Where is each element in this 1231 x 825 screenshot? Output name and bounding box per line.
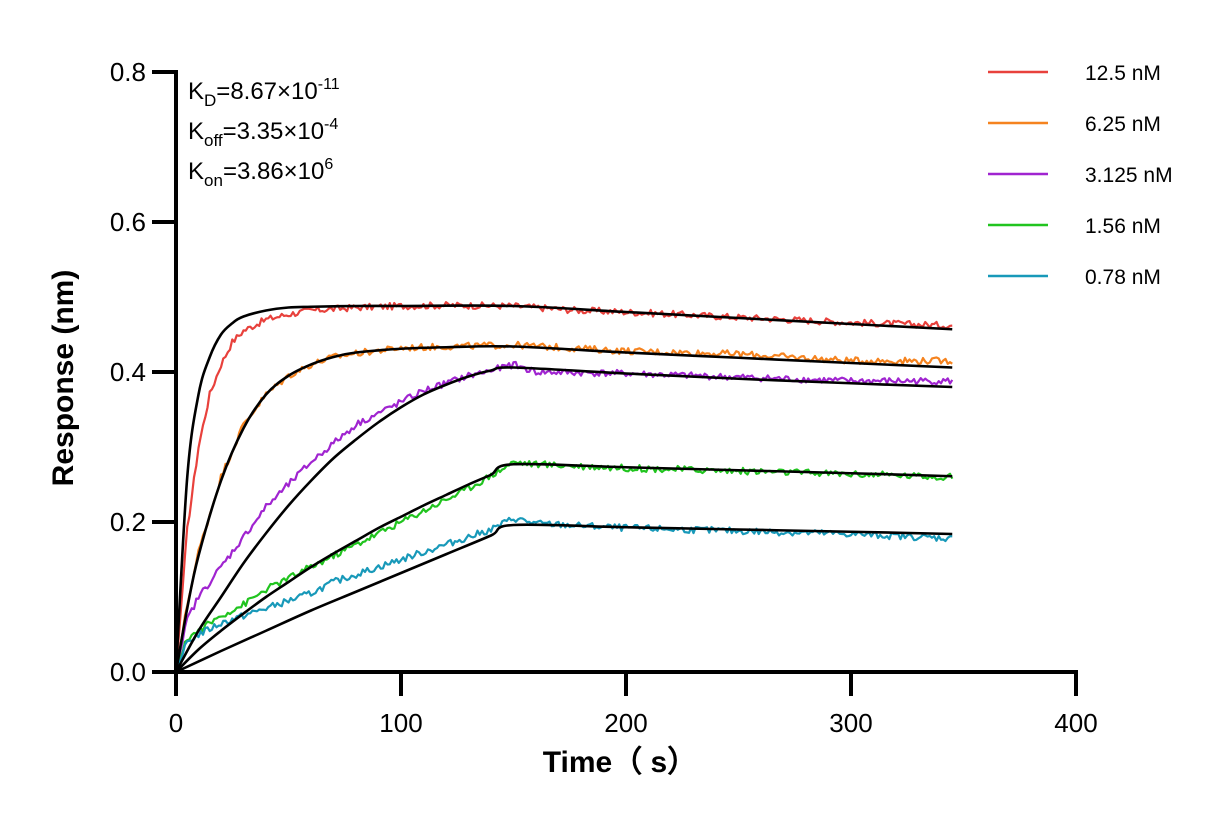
plot-area [176,302,952,672]
k-exponent: -4 [324,116,338,133]
legend-label: 12.5 nM [1085,62,1161,85]
y-tick-label: 0.8 [110,57,146,87]
k-symbol: K [188,118,204,145]
series-fit-2 [176,346,952,672]
x-tick-label: 100 [379,708,422,738]
series-fit-3 [176,367,952,672]
k-subscript: on [204,171,223,190]
kinetic-constant-label: Kon=3.86×106 [188,156,333,190]
y-tick-label: 0.4 [110,357,146,387]
k-symbol: K [188,158,204,185]
kinetic-constant-label: KD=8.67×10-11 [188,76,340,110]
x-tick-label: 0 [169,708,183,738]
x-tick-label: 300 [829,708,872,738]
x-tick-label: 400 [1054,708,1097,738]
k-value: =3.86×10 [223,158,324,185]
k-exponent: -11 [318,76,340,93]
y-tick-label: 0.6 [110,207,146,237]
k-value: =8.67×10 [216,78,317,105]
series-trace-3 [176,362,952,672]
legend-label: 3.125 nM [1085,164,1173,187]
y-tick-label: 0.2 [110,507,146,537]
legend-label: 0.78 nM [1085,266,1161,289]
series-fit-4 [176,464,952,672]
k-value: =3.35×10 [223,118,324,145]
k-subscript: D [204,91,216,110]
legend-label: 1.56 nM [1085,215,1161,238]
legend: 12.5 nM 6.25 nM 3.125 nM 1.56 nM 0.78 nM [988,62,1173,289]
series-trace-4 [176,461,952,672]
kinetic-constant-label: Koff=3.35×10-4 [188,116,338,150]
k-symbol: K [188,78,204,105]
series-fit-1 [176,306,952,672]
series-trace-2 [176,342,952,672]
y-axis-title: Response (nm) [47,270,80,487]
y-tick-label: 0.0 [110,657,146,687]
k-subscript: off [204,131,223,150]
x-tick-label: 200 [604,708,647,738]
legend-label: 6.25 nM [1085,113,1161,136]
x-axis-title: Time（ s） [543,745,698,779]
series-trace-5 [176,518,952,672]
k-exponent: 6 [324,156,333,173]
